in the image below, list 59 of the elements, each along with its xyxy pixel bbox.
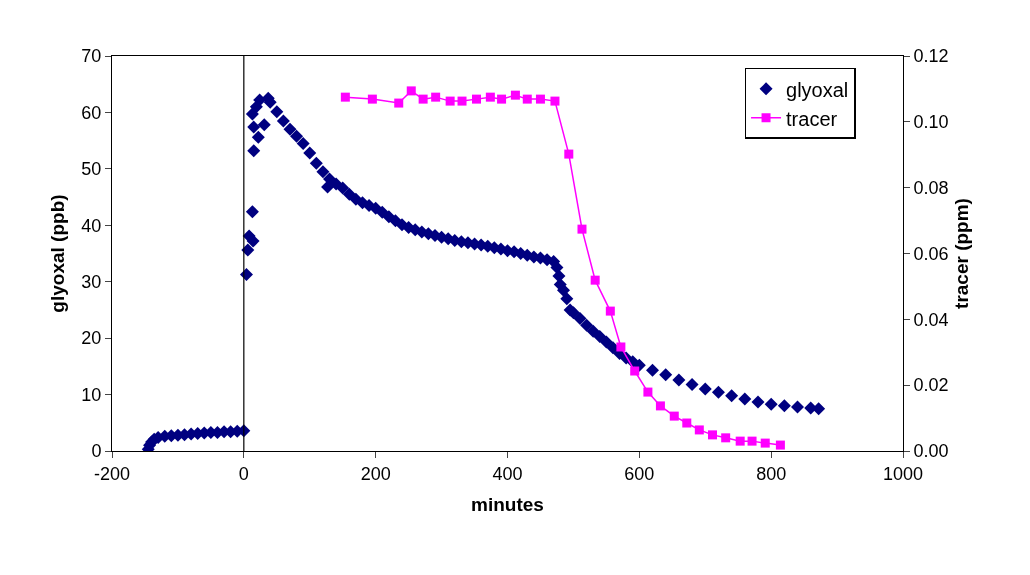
x-axis-title: minutes [471,494,544,516]
point [590,275,600,285]
point [643,387,653,397]
point [418,94,428,104]
point [406,86,416,96]
y2-tick-label: 0.00 [913,441,949,462]
x-tick-label: 400 [492,463,523,484]
point [630,366,640,376]
point [605,306,615,316]
y2-tick-label: 0.12 [913,46,949,67]
point [735,436,745,446]
y-tick-label: 60 [81,102,102,123]
point [431,92,441,102]
point [564,149,574,159]
point [457,96,467,106]
y2-tick-label: 0.02 [913,375,949,396]
point [522,94,532,104]
point [747,436,757,446]
x-tick-label: -200 [93,463,131,484]
point [708,430,717,440]
y2-tick-label: 0.08 [913,177,949,198]
point [694,425,704,435]
x-tick-label: 600 [624,463,655,484]
point [510,90,520,100]
point [669,411,679,421]
y2-tick-label: 0.06 [913,243,949,264]
y-tick-label: 10 [81,384,102,405]
point [577,224,587,234]
x-tick-label: 200 [360,463,391,484]
point [775,440,785,450]
point [472,94,482,104]
point [682,418,692,428]
point [497,94,507,104]
point [445,96,455,106]
point [485,92,495,102]
point [616,342,626,352]
point [367,94,377,104]
x-tick-label: 1000 [882,463,924,484]
y2-tick-label: 0.10 [913,112,949,133]
point [340,92,350,102]
point [721,433,731,443]
point [655,401,665,411]
y-tick-label: 40 [81,215,102,236]
y-tick-label: 70 [81,46,102,67]
point [394,98,404,108]
y2-axis-title: tracer (ppm) [950,198,972,309]
y-tick-label: 50 [81,159,102,180]
y-tick-label: 20 [81,328,102,349]
x-tick-label: 0 [238,463,249,484]
legend-label: glyoxal [786,78,849,101]
x-tick-label: 800 [756,463,787,484]
legend-label: tracer [786,107,838,130]
point [550,96,560,106]
point [535,94,545,104]
y-tick-label: 0 [91,441,102,462]
point [760,438,770,448]
y-tick-label: 30 [81,272,102,293]
y-axis-title: glyoxal (ppb) [47,194,68,313]
y2-tick-label: 0.04 [913,309,949,330]
